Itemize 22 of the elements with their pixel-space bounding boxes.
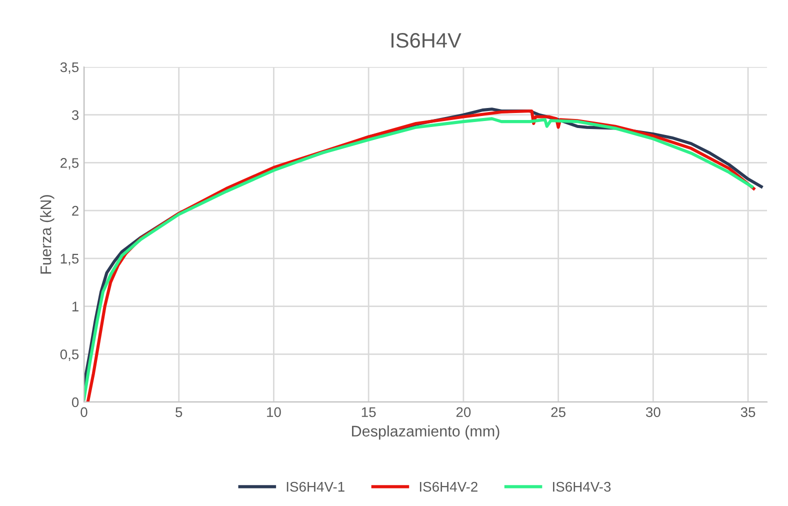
x-tick-label: 35 xyxy=(740,407,756,418)
x-tick-label: 0 xyxy=(80,407,88,418)
y-tick-label: 1,5 xyxy=(60,254,79,266)
legend-label: IS6H4V-2 xyxy=(420,482,478,492)
x-tick-label: 20 xyxy=(456,407,471,418)
x-tick-label: 15 xyxy=(362,407,376,418)
y-tick-label: 2,5 xyxy=(60,158,79,170)
y-tick-label: 0,5 xyxy=(60,349,79,361)
y-tick-label: 1 xyxy=(72,302,78,312)
y-axis-title: Fuerza (kN) xyxy=(40,195,54,274)
legend-label: IS6H4V-1 xyxy=(286,482,344,492)
y-tick-label: 3,5 xyxy=(60,62,79,74)
x-tick-label: 30 xyxy=(646,407,660,418)
y-tick-label: 0 xyxy=(72,397,79,408)
legend-label: IS6H4V-3 xyxy=(553,482,611,492)
y-tick-label: 2 xyxy=(72,206,78,216)
y-tick-label: 3 xyxy=(72,110,79,120)
x-tick-label: 10 xyxy=(267,407,281,418)
x-tick-label: 25 xyxy=(551,407,566,418)
chart-title: IS6H4V xyxy=(392,33,462,48)
x-tick-label: 5 xyxy=(176,407,182,418)
x-axis-title: Desplazamiento (mm) xyxy=(352,425,500,440)
